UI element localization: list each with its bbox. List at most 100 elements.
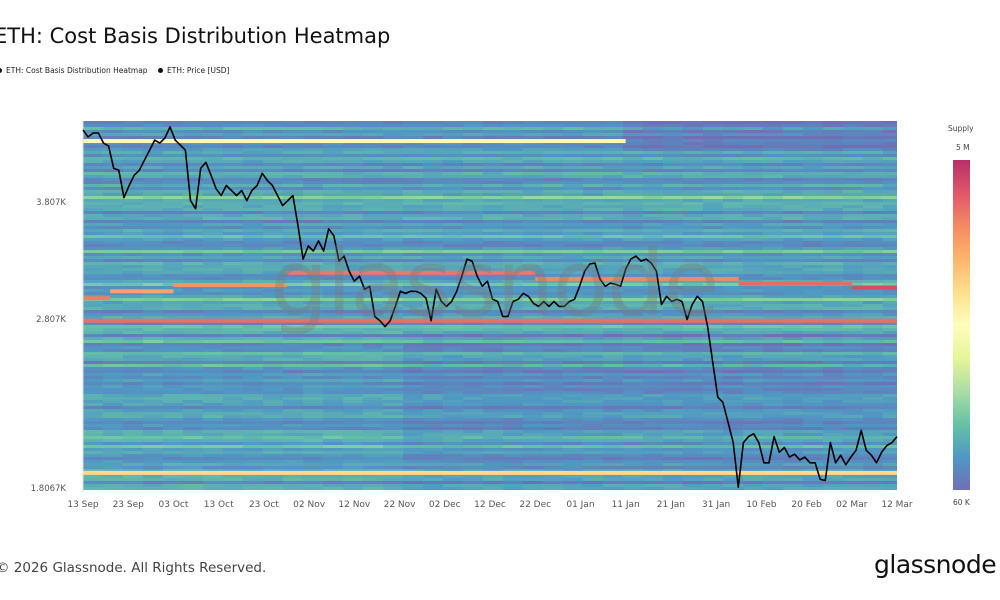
heatmap-cell: [103, 265, 123, 268]
heatmap-cell: [803, 268, 823, 271]
heatmap-cell: [543, 298, 563, 301]
heatmap-cell: [483, 331, 503, 334]
heatmap-cell: [823, 397, 843, 400]
heatmap-cell: [783, 469, 803, 472]
legend-item-price[interactable]: ETH: Price [USD]: [158, 66, 229, 75]
heatmap-cell: [143, 328, 163, 331]
heatmap-cell: [503, 325, 523, 328]
heatmap-cell: [783, 133, 803, 136]
heatmap-cell: [583, 280, 603, 283]
heatmap-cell: [863, 415, 883, 418]
heatmap-cell: [243, 436, 263, 439]
heatmap-cell: [823, 160, 843, 163]
heatmap-cell: [483, 211, 503, 214]
heatmap-cell: [223, 298, 243, 301]
heatmap-cell: [323, 301, 343, 304]
heatmap-cell: [623, 268, 643, 271]
heatmap-cell: [483, 286, 503, 289]
heatmap-cell: [723, 424, 743, 427]
heatmap-cell: [383, 169, 403, 172]
heatmap-cell: [243, 205, 263, 208]
heatmap-cell: [443, 253, 463, 256]
heatmap-cell: [563, 475, 583, 478]
heatmap-cell: [363, 295, 383, 298]
heatmap-cell: [623, 388, 643, 391]
heatmap-cell: [403, 235, 423, 238]
heatmap-cell: [183, 214, 203, 217]
heatmap-cell: [803, 289, 823, 292]
heatmap-cell: [343, 448, 363, 451]
heatmap-cell: [563, 442, 583, 445]
heatmap-cell: [143, 133, 163, 136]
heatmap-cell: [143, 274, 163, 277]
heatmap-cell: [723, 232, 743, 235]
heatmap-cell: [843, 328, 863, 331]
heatmap-cell: [163, 190, 183, 193]
heatmap-cell: [583, 268, 603, 271]
heatmap-cell: [283, 238, 303, 241]
heatmap-cell: [383, 178, 403, 181]
heatmap-cell: [643, 139, 663, 142]
heatmap-cell: [543, 241, 563, 244]
heatmap-cell: [263, 466, 283, 469]
heatmap-cell: [483, 178, 503, 181]
heatmap-cell: [763, 400, 783, 403]
heatmap-cell: [723, 289, 743, 292]
heatmap-cell: [143, 283, 163, 286]
heatmap-cell: [223, 214, 243, 217]
heatmap-cell: [543, 274, 563, 277]
heatmap-cell: [223, 142, 243, 145]
heatmap-cell: [203, 193, 223, 196]
heatmap-cell: [703, 349, 723, 352]
heatmap-cell: [383, 322, 403, 325]
heatmap-cell: [643, 445, 663, 448]
heatmap-cell: [343, 274, 363, 277]
heatmap-cell: [523, 223, 543, 226]
heatmap-cell: [543, 463, 563, 466]
heatmap-cell: [863, 361, 883, 364]
heatmap-cell: [223, 313, 243, 316]
heatmap-cell: [583, 157, 603, 160]
heatmap-cell: [843, 145, 863, 148]
heatmap-cell: [203, 421, 223, 424]
heatmap-cell: [683, 391, 703, 394]
heatmap-cell: [683, 421, 703, 424]
heatmap-cell: [463, 328, 483, 331]
heatmap-cell: [683, 406, 703, 409]
heatmap-cell: [843, 172, 863, 175]
heatmap-cell: [603, 160, 623, 163]
heatmap-cell: [123, 424, 143, 427]
heatmap-cell: [183, 301, 203, 304]
heatmap-cell: [223, 163, 243, 166]
heatmap-cell: [343, 340, 363, 343]
heatmap-cell: [403, 349, 423, 352]
heatmap-cell: [783, 442, 803, 445]
heatmap-cell: [243, 193, 263, 196]
heatmap-cell: [523, 277, 543, 280]
heatmap-cell: [643, 157, 663, 160]
heatmap-cell: [143, 259, 163, 262]
heatmap-cell: [743, 313, 763, 316]
heatmap-cell: [443, 202, 463, 205]
heatmap-cell: [443, 268, 463, 271]
heatmap-cell: [603, 379, 623, 382]
legend-item-heatmap[interactable]: ETH: Cost Basis Distribution Heatmap: [0, 66, 148, 75]
heatmap-cell: [263, 259, 283, 262]
heatmap-cell: [603, 457, 623, 460]
heatmap-cell: [403, 316, 423, 319]
heatmap-cell: [263, 442, 283, 445]
heatmap-cell: [103, 295, 123, 298]
heatmap-cell: [283, 334, 303, 337]
heatmap-cell: [363, 169, 383, 172]
heatmap-cell: [683, 358, 703, 361]
heatmap-cell: [123, 265, 143, 268]
heatmap-cell: [423, 436, 443, 439]
heatmap-cell: [303, 193, 323, 196]
heatmap-cell: [563, 409, 583, 412]
heatmap-cell: [683, 166, 703, 169]
heatmap-cell: [863, 328, 883, 331]
heatmap-cell: [203, 418, 223, 421]
heatmap-cell: [743, 154, 763, 157]
heatmap-cell: [203, 202, 223, 205]
